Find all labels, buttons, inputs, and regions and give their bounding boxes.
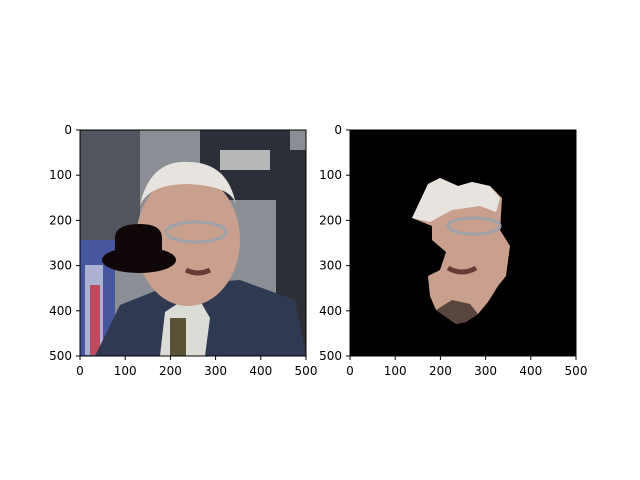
right-xtick-2: 200 (429, 364, 452, 378)
right-ytick-1: 100 (319, 168, 342, 182)
left-xtick-0: 0 (76, 364, 84, 378)
right-xtick-5: 500 (565, 364, 588, 378)
left-xtick-4: 400 (249, 364, 272, 378)
right-ytick-5: 500 (319, 349, 342, 363)
right-y-axis: 0 100 200 300 400 500 (319, 123, 350, 363)
left-x-axis: 0 100 200 300 400 500 (76, 356, 317, 378)
left-y-axis: 0 100 200 300 400 500 (49, 123, 80, 363)
left-ytick-1: 100 (49, 168, 72, 182)
left-xtick-5: 500 (295, 364, 318, 378)
left-xtick-2: 200 (159, 364, 182, 378)
right-subplot: 0 100 200 300 400 500 0 100 200 300 400 … (319, 123, 587, 378)
right-image (350, 130, 576, 356)
right-ytick-2: 200 (319, 213, 342, 227)
left-xtick-3: 300 (204, 364, 227, 378)
right-xtick-3: 300 (474, 364, 497, 378)
left-ytick-4: 400 (49, 304, 72, 318)
left-ytick-3: 300 (49, 259, 72, 273)
right-ytick-4: 400 (319, 304, 342, 318)
right-x-axis: 0 100 200 300 400 500 (346, 356, 587, 378)
left-subplot: 0 100 200 300 400 500 0 100 200 300 400 … (49, 123, 317, 378)
right-xtick-1: 100 (384, 364, 407, 378)
left-xtick-1: 100 (114, 364, 137, 378)
left-image (80, 130, 306, 356)
right-xtick-0: 0 (346, 364, 354, 378)
left-ytick-5: 500 (49, 349, 72, 363)
left-ytick-0: 0 (64, 123, 72, 137)
right-ytick-3: 300 (319, 259, 342, 273)
right-ytick-0: 0 (334, 123, 342, 137)
left-ytick-2: 200 (49, 213, 72, 227)
right-xtick-4: 400 (519, 364, 542, 378)
